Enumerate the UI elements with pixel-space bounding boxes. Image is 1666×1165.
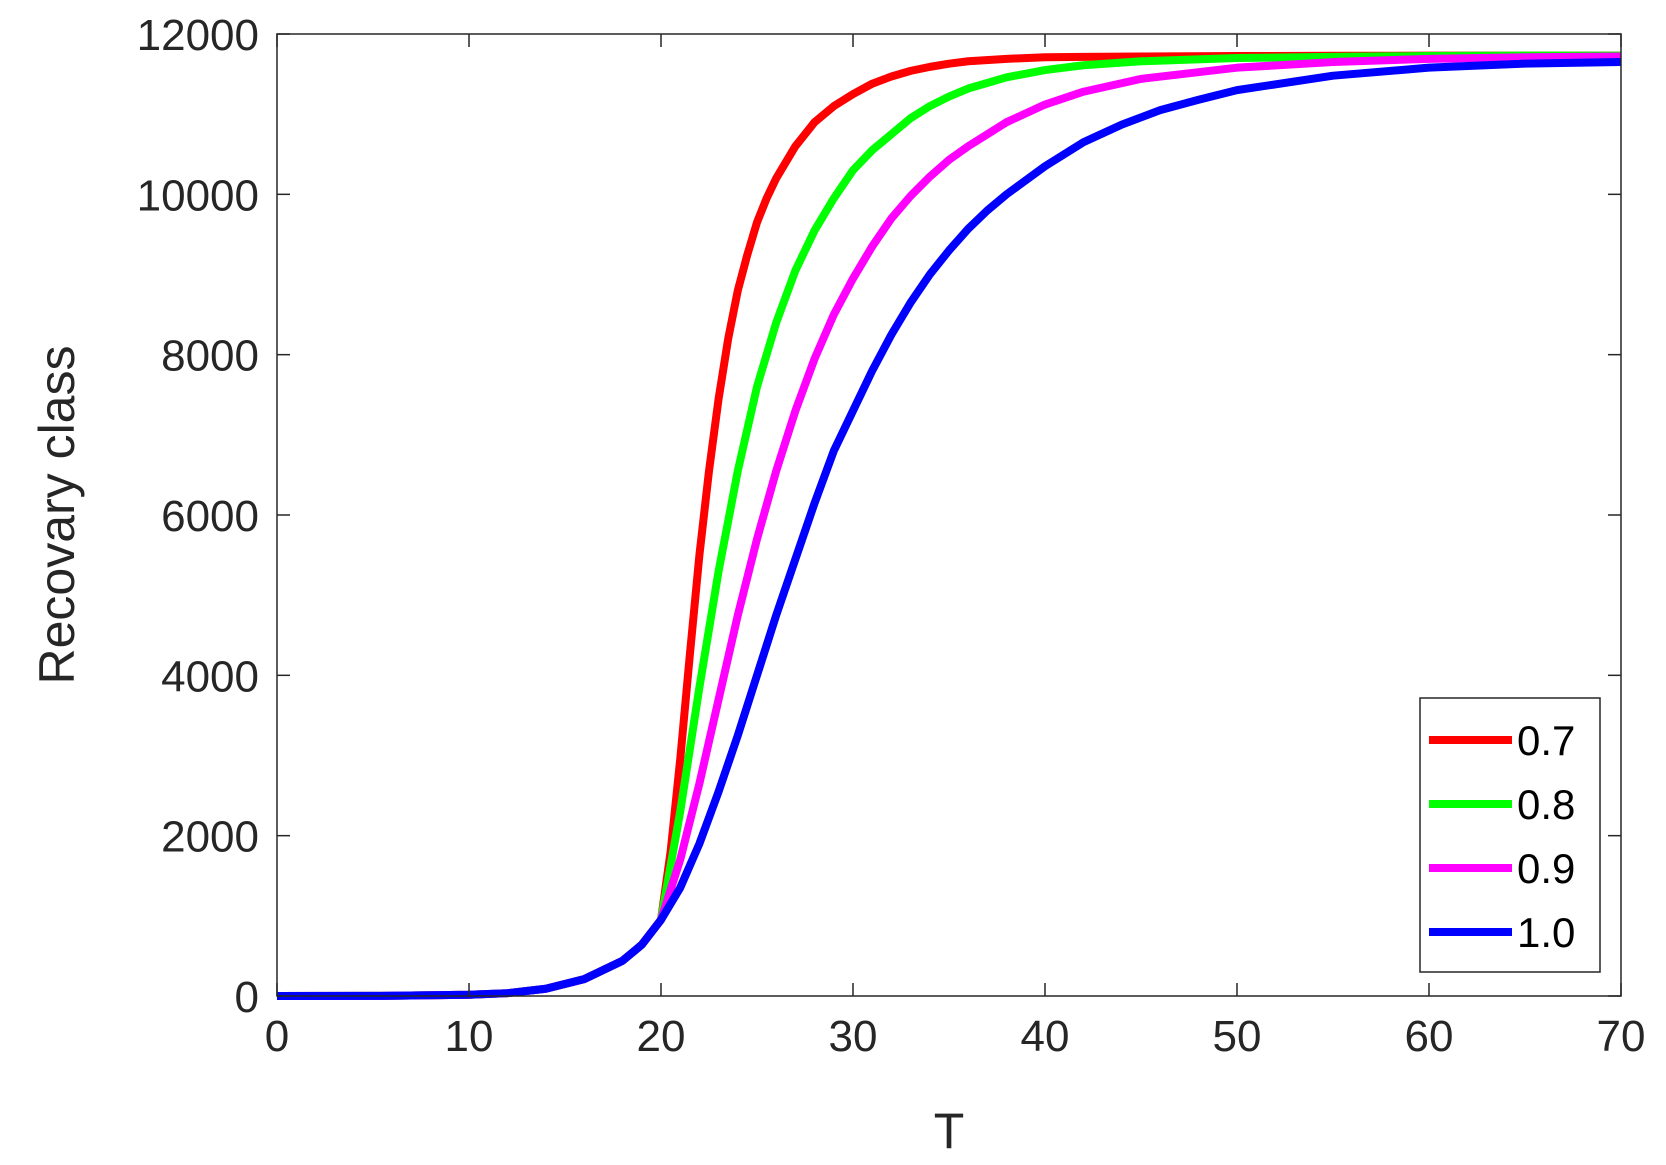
x-tick-label: 40	[1021, 1012, 1070, 1061]
x-tick-label: 60	[1405, 1012, 1454, 1061]
y-tick-label: 2000	[161, 813, 259, 862]
x-tick-label: 20	[637, 1012, 686, 1061]
legend-label: 1.0	[1517, 909, 1575, 956]
x-tick-label: 30	[829, 1012, 878, 1061]
y-tick-label: 12000	[137, 11, 259, 60]
x-tick-label: 70	[1597, 1012, 1646, 1061]
y-axis-title: Recovary class	[29, 346, 85, 685]
x-tick-label: 10	[445, 1012, 494, 1061]
y-tick-label: 10000	[137, 171, 259, 220]
series-line-1-0	[277, 58, 1622, 1000]
x-axis-title: T	[934, 1103, 965, 1159]
legend-label: 0.8	[1517, 781, 1575, 828]
axes-layer: 0 10 20 30 40 50 60 70 0 2000 4000 6000 8000 10000 120…	[137, 11, 1646, 1061]
legend: 0.7 0.8 0.9 1.0	[1419, 697, 1601, 973]
plot-area	[277, 34, 1621, 996]
plot-background	[277, 34, 1621, 996]
x-tick-label: 50	[1213, 1012, 1262, 1061]
y-tick-label: 0	[235, 973, 259, 1022]
y-tick-label: 4000	[161, 652, 259, 701]
series-layer	[277, 51, 1622, 1000]
y-tick-label: 8000	[161, 332, 259, 381]
legend-label: 0.7	[1517, 717, 1575, 764]
y-tick-label: 6000	[161, 492, 259, 541]
x-tick-label: 0	[265, 1012, 289, 1061]
legend-label: 0.9	[1517, 845, 1575, 892]
